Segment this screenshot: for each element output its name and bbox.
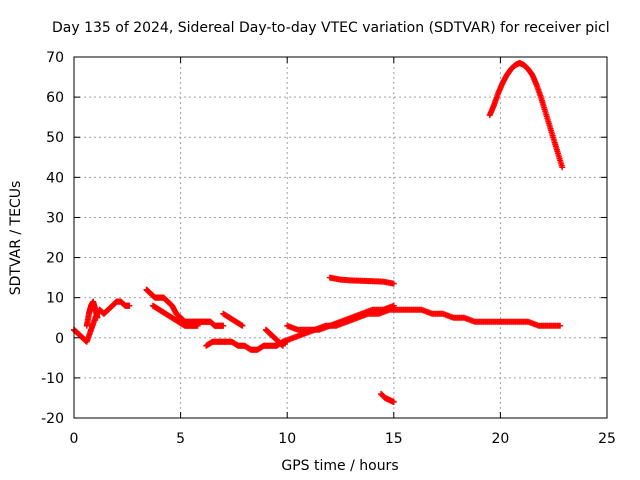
data-point <box>390 398 397 405</box>
y-tick-label: 40 <box>46 170 64 186</box>
data-points <box>71 60 566 405</box>
x-tick-labels: 0 5 10 15 20 25 <box>70 431 616 447</box>
data-point <box>94 314 101 321</box>
x-tick-label: 20 <box>491 431 509 447</box>
chart-title: Day 135 of 2024, Sidereal Day-to-day VTE… <box>52 20 610 36</box>
data-point <box>559 164 566 171</box>
data-point <box>239 322 246 329</box>
y-tick-label: 20 <box>46 251 64 267</box>
y-tick-label: 30 <box>46 210 64 226</box>
y-tick-label: 0 <box>55 331 64 347</box>
x-tick-label: 10 <box>278 431 296 447</box>
y-tick-labels: -20 -10 0 10 20 30 40 50 60 70 <box>41 50 64 427</box>
series-arc-long-b <box>284 302 397 333</box>
x-axis-label: GPS time / hours <box>281 458 398 474</box>
x-tick-label: 0 <box>70 431 79 447</box>
data-point <box>126 302 133 309</box>
series-arc-neg <box>378 390 397 405</box>
series-arc-long <box>279 306 564 345</box>
data-point <box>390 302 397 309</box>
series-early-spike <box>83 298 101 329</box>
data-point <box>390 280 397 287</box>
axis-ticks <box>73 56 608 419</box>
x-tick-label: 15 <box>385 431 403 447</box>
x-tick-label: 5 <box>176 431 185 447</box>
x-tick-label: 25 <box>598 431 616 447</box>
data-point <box>220 322 227 329</box>
series-arc-peak <box>486 60 566 171</box>
series-arc-3b <box>149 302 201 329</box>
data-point <box>194 322 201 329</box>
series-arc-3 <box>143 286 227 329</box>
y-tick-label: -20 <box>41 411 64 427</box>
data-point <box>557 322 564 329</box>
plot-frame <box>73 56 608 419</box>
series-early-arc <box>71 298 133 345</box>
y-tick-label: 10 <box>46 291 64 307</box>
grid-lines <box>74 57 607 418</box>
series-arc-14 <box>326 274 397 287</box>
y-tick-label: 60 <box>46 90 64 106</box>
y-tick-label: -10 <box>41 371 64 387</box>
y-axis-label: SDTVAR / TECUs <box>8 181 24 296</box>
series-arc-7b <box>220 310 246 329</box>
y-tick-label: 50 <box>46 130 64 146</box>
y-tick-label: 70 <box>46 50 64 66</box>
